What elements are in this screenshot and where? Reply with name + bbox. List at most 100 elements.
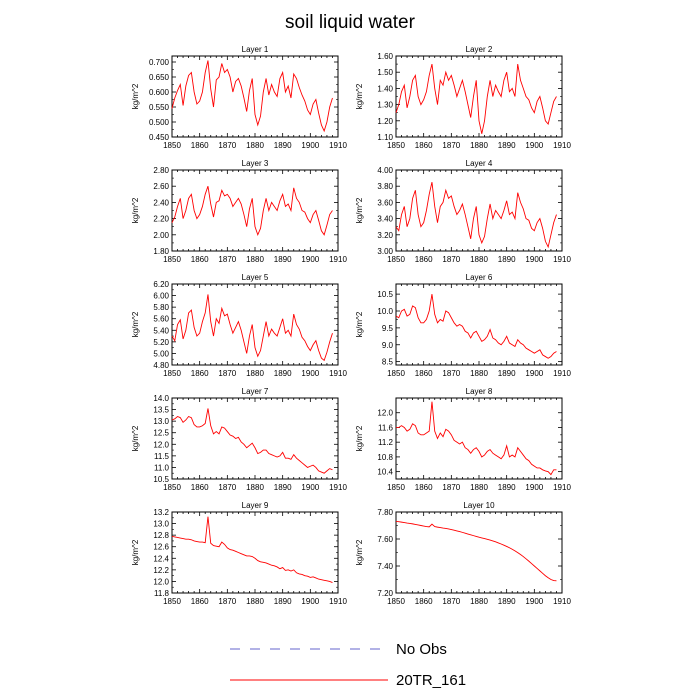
x-tick-label: 1910 — [329, 597, 347, 606]
plot-frame — [171, 397, 339, 480]
y-tick-label: 3.40 — [377, 215, 393, 224]
y-tick-label: 11.6 — [378, 423, 394, 432]
y-tick-label: 4.80 — [153, 361, 169, 370]
x-tick-label: 1890 — [274, 255, 292, 264]
x-tick-label: 1890 — [274, 483, 292, 492]
x-tick-label: 1860 — [415, 141, 433, 150]
x-tick-label: 1880 — [470, 369, 488, 378]
plot-frame — [395, 55, 563, 138]
series-20TR_161-line — [395, 182, 557, 249]
y-tick-label: 3.60 — [377, 198, 393, 207]
y-tick-label: 13.2 — [153, 508, 169, 517]
x-tick-label: 1870 — [218, 141, 236, 150]
y-tick-label: 10.8 — [377, 453, 393, 462]
x-tick-label: 1850 — [163, 255, 181, 264]
x-tick-label: 1900 — [301, 369, 319, 378]
x-tick-label: 1910 — [329, 141, 347, 150]
y-tick-label: 11.8 — [154, 589, 170, 598]
x-tick-label: 1870 — [442, 255, 460, 264]
plot-frame — [395, 169, 563, 252]
series-20TR_161-line — [395, 294, 557, 359]
panel-layer-3: Layer 3 kg/m^2 1850 1860 1870 1880 1890 1900 191… — [131, 159, 347, 264]
y-tick-label: 0.650 — [149, 73, 170, 82]
x-tick-label: 1860 — [191, 141, 209, 150]
y-tick-label: 5.40 — [153, 326, 169, 335]
x-tick-label: 1890 — [274, 141, 292, 150]
y-tick-label: 1.60 — [377, 52, 393, 61]
y-axis-label: kg/m^2 — [131, 539, 140, 565]
x-tick-label: 1850 — [163, 369, 181, 378]
x-tick-label: 1860 — [191, 255, 209, 264]
x-tick-label: 1900 — [525, 255, 543, 264]
x-tick-label: 1850 — [387, 255, 405, 264]
panel-layer-9: Layer 9 kg/m^2 1850 1860 1870 1880 1890 1900 191… — [131, 501, 347, 606]
panel-layer-6: Layer 6 kg/m^2 1850 1860 1870 1880 1890 1900 191… — [355, 273, 571, 378]
y-tick-label: 1.20 — [377, 117, 393, 126]
x-tick-label: 1890 — [498, 483, 516, 492]
panel-layer-8: Layer 8 kg/m^2 1850 1860 1870 1880 1890 1900 191… — [355, 387, 571, 492]
panel-layer-5: Layer 5 kg/m^2 1850 1860 1870 1880 1890 1900 191… — [131, 273, 347, 378]
y-tick-label: 7.40 — [377, 562, 393, 571]
x-tick-label: 1900 — [301, 141, 319, 150]
y-tick-label: 5.60 — [153, 315, 169, 324]
y-tick-label: 3.80 — [377, 182, 393, 191]
y-tick-label: 11.2 — [378, 438, 394, 447]
y-tick-label: 2.20 — [153, 215, 169, 224]
series-20TR_161-line — [395, 63, 557, 134]
y-tick-label: 7.60 — [377, 535, 393, 544]
x-tick-label: 1890 — [498, 141, 516, 150]
x-tick-label: 1860 — [191, 597, 209, 606]
y-tick-label: 12.5 — [153, 429, 169, 438]
y-tick-label: 1.30 — [377, 101, 393, 110]
x-tick-label: 1880 — [470, 255, 488, 264]
series-20TR_161-line — [395, 521, 557, 582]
y-tick-label: 0.700 — [149, 58, 170, 67]
panel-layer-7: Layer 7 kg/m^2 1850 1860 1870 1880 1890 1900 191… — [131, 387, 347, 492]
panel-layer-4: Layer 4 kg/m^2 1850 1860 1870 1880 1890 1900 191… — [355, 159, 571, 264]
y-tick-label: 13.5 — [153, 406, 169, 415]
x-tick-label: 1910 — [553, 597, 571, 606]
panel-layer-2: Layer 2 kg/m^2 1850 1860 1870 1880 1890 1900 191… — [355, 45, 571, 150]
y-tick-label: 4.00 — [377, 166, 393, 175]
x-tick-label: 1860 — [415, 597, 433, 606]
panel-title: Layer 1 — [242, 45, 269, 54]
x-tick-label: 1870 — [218, 597, 236, 606]
x-tick-label: 1880 — [246, 141, 264, 150]
y-tick-label: 10.5 — [153, 475, 169, 484]
x-tick-label: 1900 — [301, 255, 319, 264]
y-tick-label: 2.40 — [153, 198, 169, 207]
y-tick-label: 1.50 — [377, 68, 393, 77]
y-tick-label: 5.80 — [153, 303, 169, 312]
y-tick-label: 1.40 — [377, 84, 393, 93]
y-tick-label: 13.0 — [153, 520, 169, 529]
y-tick-label: 0.550 — [149, 103, 170, 112]
x-tick-label: 1890 — [498, 369, 516, 378]
legend-obs-label: No Obs — [396, 641, 447, 658]
x-tick-label: 1910 — [329, 255, 347, 264]
y-tick-label: 1.10 — [377, 133, 393, 142]
x-tick-label: 1910 — [553, 141, 571, 150]
x-tick-label: 1890 — [274, 597, 292, 606]
y-tick-label: 14.0 — [153, 394, 169, 403]
x-tick-label: 1900 — [525, 483, 543, 492]
x-tick-label: 1900 — [525, 369, 543, 378]
panel-title: Layer 7 — [242, 387, 269, 396]
y-tick-label: 9.5 — [382, 324, 394, 333]
x-tick-label: 1860 — [415, 369, 433, 378]
panel-title: Layer 6 — [466, 273, 493, 282]
y-tick-label: 13.0 — [153, 417, 169, 426]
x-tick-label: 1850 — [387, 483, 405, 492]
x-tick-label: 1880 — [470, 483, 488, 492]
x-tick-label: 1870 — [218, 369, 236, 378]
y-axis-label: kg/m^2 — [355, 425, 364, 451]
x-tick-label: 1900 — [301, 483, 319, 492]
plot-frame — [395, 397, 563, 480]
y-tick-label: 3.00 — [377, 247, 393, 256]
panel-title: Layer 9 — [242, 501, 269, 510]
panels-group: Layer 1 kg/m^2 1850 1860 1870 1880 1890 1900 191… — [131, 45, 571, 606]
x-tick-label: 1910 — [553, 255, 571, 264]
x-tick-label: 1910 — [553, 483, 571, 492]
x-tick-label: 1900 — [525, 141, 543, 150]
x-tick-label: 1860 — [415, 483, 433, 492]
